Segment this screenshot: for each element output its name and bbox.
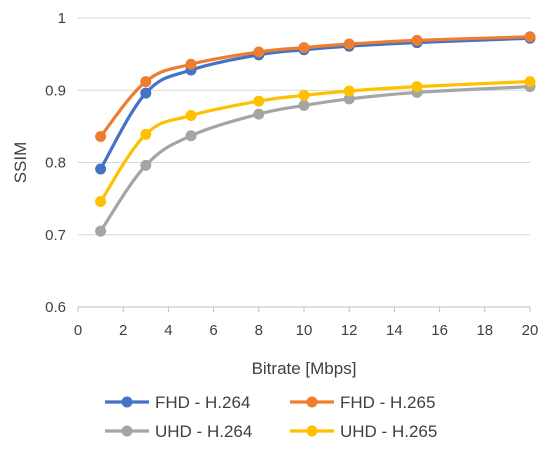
data-point xyxy=(185,130,197,142)
x-tick-label: 2 xyxy=(119,322,127,339)
x-tick-label: 18 xyxy=(476,322,493,339)
data-point xyxy=(95,163,107,175)
tick-labels: 0.60.70.80.910 2 4 6 8 10 12 14 16 18 20 xyxy=(45,10,538,339)
x-tick-label: 16 xyxy=(431,322,448,339)
data-point xyxy=(185,110,197,122)
data-point xyxy=(298,99,310,111)
legend-swatch-marker xyxy=(121,396,133,408)
data-point xyxy=(140,128,152,140)
x-tick-label: 10 xyxy=(296,322,313,339)
legend-item: UHD - H.264 xyxy=(105,422,252,441)
y-tick-label: 0.6 xyxy=(45,299,66,316)
series-line xyxy=(99,85,532,233)
data-point xyxy=(253,46,265,58)
legend-item: FHD - H.264 xyxy=(105,393,250,412)
data-point xyxy=(411,34,423,46)
legend-item: UHD - H.265 xyxy=(290,422,437,441)
data-point xyxy=(95,130,107,142)
data-point xyxy=(343,38,355,50)
legend: FHD - H.264 FHD - H.265 UHD - H.264 UHD - H… xyxy=(105,393,437,441)
data-point xyxy=(140,87,152,99)
data-point xyxy=(524,76,536,88)
y-tick-label: 0.9 xyxy=(45,82,66,99)
data-point xyxy=(524,31,536,43)
x-tick-label: 6 xyxy=(209,322,217,339)
data-point xyxy=(140,159,152,171)
legend-label: FHD - H.265 xyxy=(340,393,435,412)
y-tick-label: 1 xyxy=(58,10,66,27)
series-lines xyxy=(95,31,536,237)
x-tick-label: 20 xyxy=(522,322,539,339)
data-point xyxy=(298,89,310,101)
legend-swatch-marker xyxy=(306,425,318,437)
data-point xyxy=(95,196,107,208)
data-point xyxy=(343,93,355,105)
data-point xyxy=(411,81,423,93)
y-tick-label: 0.7 xyxy=(45,227,66,244)
x-tick-label: 0 xyxy=(74,322,82,339)
x-axis-label: Bitrate [Mbps] xyxy=(252,359,357,378)
data-point xyxy=(253,108,265,120)
data-point xyxy=(140,76,152,88)
legend-item: FHD - H.265 xyxy=(290,393,435,412)
series-2 xyxy=(95,31,536,142)
series-3 xyxy=(95,81,536,237)
legend-label: UHD - H.264 xyxy=(155,422,252,441)
legend-swatch-marker xyxy=(121,425,133,437)
legend-label: FHD - H.264 xyxy=(155,393,250,412)
legend-label: UHD - H.265 xyxy=(340,422,437,441)
data-point xyxy=(298,42,310,54)
data-point xyxy=(253,95,265,107)
axes xyxy=(77,306,531,312)
x-tick-label: 4 xyxy=(164,322,172,339)
x-tick-label: 8 xyxy=(255,322,263,339)
data-point xyxy=(185,58,197,70)
series-4 xyxy=(95,76,536,208)
data-point xyxy=(95,225,107,237)
x-tick-label: 14 xyxy=(386,322,403,339)
y-axis-label: SSIM xyxy=(11,142,30,184)
series-line xyxy=(99,79,532,204)
x-tick-label: 12 xyxy=(341,322,358,339)
legend-swatch-marker xyxy=(306,396,318,408)
y-tick-label: 0.8 xyxy=(45,155,66,172)
data-point xyxy=(343,85,355,97)
